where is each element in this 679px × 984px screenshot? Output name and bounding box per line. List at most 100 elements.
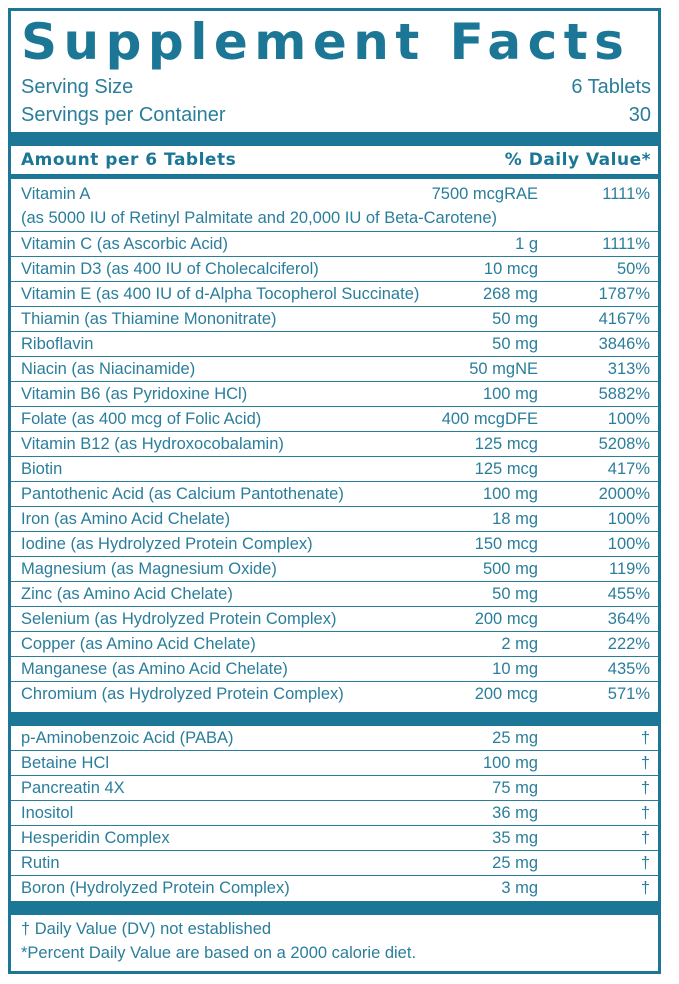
nutrient-amount: 1 g bbox=[515, 235, 538, 253]
nutrient-daily-value: 5208% bbox=[598, 435, 650, 453]
nutrient-amount: 25 mg bbox=[492, 729, 538, 747]
nutrient-amount: 400 mcgDFE bbox=[441, 410, 538, 428]
nutrient-daily-value: 100% bbox=[607, 510, 650, 528]
nutrient-amount: 100 mg bbox=[482, 754, 538, 772]
nutrient-row: Chromium (as Hydrolyzed Protein Complex)… bbox=[11, 682, 658, 707]
nutrient-daily-value: † bbox=[640, 879, 650, 897]
medium-divider bbox=[11, 174, 658, 179]
nutrient-amount: 10 mcg bbox=[483, 260, 538, 278]
nutrient-row: Vitamin C (as Ascorbic Acid) 1 g 1111% bbox=[11, 232, 658, 257]
nutrient-amount: 35 mg bbox=[492, 829, 538, 847]
nutrient-amount: 10 mg bbox=[492, 660, 538, 678]
nutrient-name: p-Aminobenzoic Acid (PABA) bbox=[21, 729, 234, 747]
nutrient-row: Selenium (as Hydrolyzed Protein Complex)… bbox=[11, 607, 658, 632]
nutrient-name: Niacin (as Niacinamide) bbox=[21, 360, 196, 378]
nutrient-row: Zinc (as Amino Acid Chelate) 50 mg 455% bbox=[11, 582, 658, 607]
nutrient-amount: 2 mg bbox=[501, 635, 538, 653]
nutrient-daily-value: 50% bbox=[616, 260, 650, 278]
nutrient-daily-value: † bbox=[640, 804, 650, 822]
nutrient-amount: 25 mg bbox=[492, 854, 538, 872]
nutrient-name: Pancreatin 4X bbox=[21, 779, 125, 797]
nutrient-name: Vitamin D3 (as 400 IU of Cholecalciferol… bbox=[21, 260, 319, 278]
nutrient-name: Inositol bbox=[21, 804, 74, 822]
nutrient-name: Hesperidin Complex bbox=[21, 829, 170, 847]
nutrient-row: Riboflavin 50 mg 3846% bbox=[11, 332, 658, 357]
nutrient-daily-value: 5882% bbox=[598, 385, 650, 403]
nutrient-name: Copper (as Amino Acid Chelate) bbox=[21, 635, 256, 653]
nutrient-amount: 100 mg bbox=[482, 485, 538, 503]
nutrient-daily-value: † bbox=[640, 829, 650, 847]
nutrient-daily-value: 313% bbox=[607, 360, 650, 378]
nutrient-daily-value: † bbox=[640, 779, 650, 797]
nutrient-row: Betaine HCl 100 mg † bbox=[11, 751, 658, 776]
nutrient-amount: 36 mg bbox=[492, 804, 538, 822]
nutrient-row: Vitamin B6 (as Pyridoxine HCl) 100 mg 5882… bbox=[11, 382, 658, 407]
nutrient-row: Hesperidin Complex 35 mg † bbox=[11, 826, 658, 851]
nutrient-name: Manganese (as Amino Acid Chelate) bbox=[21, 660, 288, 678]
nutrient-row: Biotin 125 mcg 417% bbox=[11, 457, 658, 482]
amount-per-serving-heading: Amount per 6 Tablets bbox=[21, 150, 237, 170]
nutrient-amount: 200 mcg bbox=[474, 685, 538, 703]
nutrient-row: Copper (as Amino Acid Chelate) 2 mg 222% bbox=[11, 632, 658, 657]
nutrient-daily-value: 364% bbox=[607, 610, 650, 628]
nutrient-row: Folate (as 400 mcg of Folic Acid) 400 mcg… bbox=[11, 407, 658, 432]
percent-footnote: *Percent Daily Value are based on a 2000… bbox=[21, 944, 417, 962]
nutrient-name: Iron (as Amino Acid Chelate) bbox=[21, 510, 231, 528]
nutrient-name: Chromium (as Hydrolyzed Protein Complex) bbox=[21, 685, 344, 703]
nutrient-amount: 125 mcg bbox=[474, 460, 538, 478]
nutrient-daily-value: 2000% bbox=[598, 485, 650, 503]
nutrient-daily-value: † bbox=[640, 854, 650, 872]
nutrient-name: Vitamin B6 (as Pyridoxine HCl) bbox=[21, 385, 248, 403]
thick-divider-3 bbox=[11, 901, 658, 915]
nutrient-daily-value: 119% bbox=[609, 560, 650, 578]
nutrient-daily-value: 455% bbox=[607, 585, 650, 603]
nutrient-row: Pantothenic Acid (as Calcium Pantothenat… bbox=[11, 482, 658, 507]
amount-header: Amount per 6 Tablets % Daily Value* bbox=[21, 147, 651, 173]
nutrient-row: Niacin (as Niacinamide) 50 mgNE 313% bbox=[11, 357, 658, 382]
nutrient-row: Thiamin (as Thiamine Mononitrate) 50 mg 41… bbox=[11, 307, 658, 332]
nutrient-amount: 50 mg bbox=[492, 335, 538, 353]
thick-divider bbox=[11, 132, 658, 146]
nutrient-amount: 75 mg bbox=[492, 779, 538, 797]
nutrient-daily-value: 100% bbox=[607, 410, 650, 428]
nutrient-row: Vitamin D3 (as 400 IU of Cholecalciferol… bbox=[11, 257, 658, 282]
servings-per-container-label: Servings per Container bbox=[21, 104, 226, 126]
servings-per-container-row: Servings per Container 30 bbox=[21, 101, 651, 129]
nutrient-daily-value: 1111% bbox=[602, 235, 650, 253]
nutrient-row: Iron (as Amino Acid Chelate) 18 mg 100% bbox=[11, 507, 658, 532]
nutrient-amount: 7500 mcgRAE bbox=[431, 185, 538, 203]
nutrient-amount: 150 mcg bbox=[474, 535, 538, 553]
nutrient-name: Riboflavin bbox=[21, 335, 94, 353]
panel-title: Supplement Facts bbox=[21, 13, 631, 71]
nutrient-amount: 50 mg bbox=[492, 585, 538, 603]
nutrient-daily-value: 571% bbox=[607, 685, 650, 703]
nutrient-amount: 50 mg bbox=[492, 310, 538, 328]
nutrient-amount: 50 mgNE bbox=[469, 360, 538, 378]
daily-value-heading: % Daily Value* bbox=[504, 150, 651, 170]
serving-size-row: Serving Size 6 Tablets bbox=[21, 73, 651, 101]
nutrient-amount: 268 mg bbox=[482, 285, 538, 303]
nutrient-name: Betaine HCl bbox=[21, 754, 110, 772]
nutrient-name: Zinc (as Amino Acid Chelate) bbox=[21, 585, 233, 603]
nutrient-daily-value: 435% bbox=[607, 660, 650, 678]
nutrient-row: Vitamin E (as 400 IU of d-Alpha Tocopher… bbox=[11, 282, 658, 307]
dagger-footnote: † Daily Value (DV) not established bbox=[21, 920, 272, 938]
nutrient-name: Selenium (as Hydrolyzed Protein Complex) bbox=[21, 610, 337, 628]
nutrient-daily-value: † bbox=[640, 729, 650, 747]
nutrient-name: Vitamin A bbox=[21, 185, 91, 203]
nutrient-row: Iodine (as Hydrolyzed Protein Complex) 15… bbox=[11, 532, 658, 557]
nutrient-amount: 18 mg bbox=[492, 510, 538, 528]
nutrient-name: Vitamin C (as Ascorbic Acid) bbox=[21, 235, 228, 253]
nutrient-row: Inositol 36 mg † bbox=[11, 801, 658, 826]
nutrient-name: Folate (as 400 mcg of Folic Acid) bbox=[21, 410, 262, 428]
nutrient-name: Magnesium (as Magnesium Oxide) bbox=[21, 560, 277, 578]
nutrient-daily-value: 1787% bbox=[598, 285, 650, 303]
nutrient-name: Vitamin E (as 400 IU of d-Alpha Tocopher… bbox=[21, 285, 420, 303]
nutrient-row: Boron (Hydrolyzed Protein Complex) 3 mg † bbox=[11, 876, 658, 901]
supplement-facts-panel: Supplement Facts Serving Size 6 Tablets … bbox=[8, 8, 661, 974]
nutrient-row: Manganese (as Amino Acid Chelate) 10 mg 43… bbox=[11, 657, 658, 682]
nutrient-amount: 500 mg bbox=[482, 560, 538, 578]
nutrient-row: Pancreatin 4X 75 mg † bbox=[11, 776, 658, 801]
serving-size-value: 6 Tablets bbox=[571, 76, 651, 98]
nutrient-row: Magnesium (as Magnesium Oxide) 500 mg 119% bbox=[11, 557, 658, 582]
